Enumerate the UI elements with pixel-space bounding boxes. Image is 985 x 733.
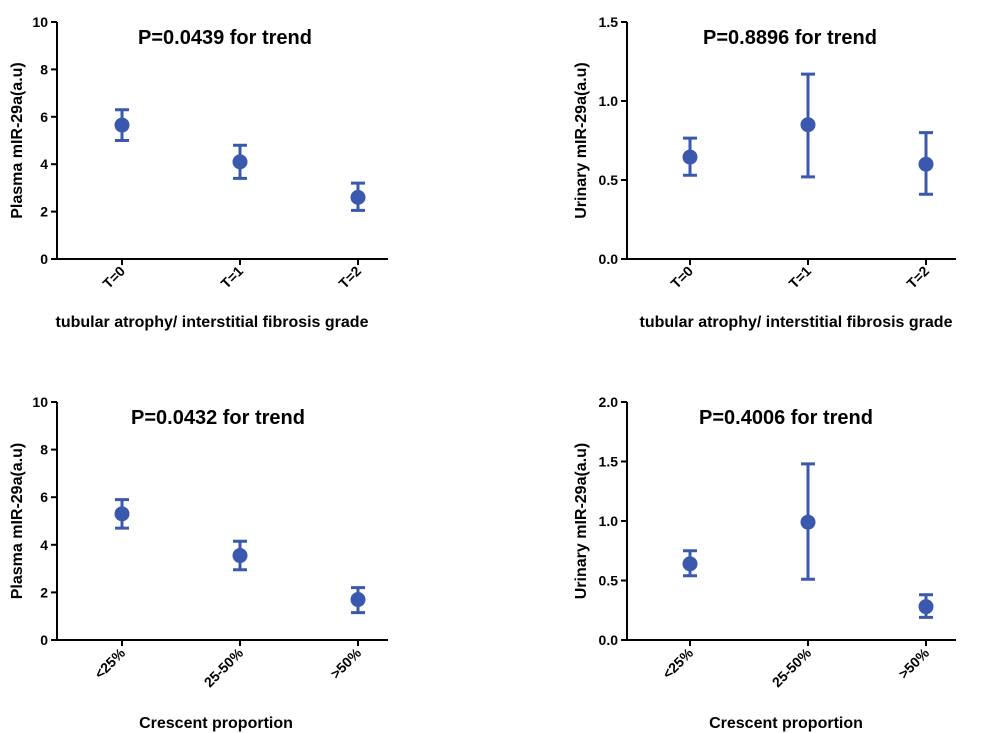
data-point [918,599,934,615]
y-tick-label: 1.0 [599,93,619,109]
chart-panel-2: 0.0 0.5 1.0 1.5 T=0 T=1 T=2 P=0.8896 for trend U… [573,14,956,331]
y-tick-label: 8 [40,442,48,458]
x-axis-label: Crescent proportion [709,715,863,732]
data-point [800,117,816,133]
data-point [682,149,698,165]
y-axis-label: Urinary mIR-29a(a.u) [573,62,590,219]
y-tick-label: 0.0 [599,632,619,648]
chart-panel-3: 0 2 4 6 8 10 <25% 25-50% >50% P=0.0432 for trend P… [9,394,388,732]
x-tick-label: T=1 [785,263,814,292]
panel-title: P=0.0432 for trend [131,407,305,429]
y-tick-label: 4 [40,537,48,553]
data-point [232,548,248,564]
x-tick-label: >50% [327,644,364,681]
y-axis-label: Urinary mIR-29a(a.u) [573,443,590,600]
x-tick-label: T=1 [217,263,246,292]
y-tick-label: 0 [40,632,48,648]
y-tick-label: 10 [32,14,48,30]
panel-title: P=0.4006 for trend [699,407,873,429]
data-point [918,156,934,172]
data-point [114,117,130,133]
x-tick-label: T=2 [335,263,364,292]
y-axis-label: Plasma mIR-29a(a.u) [9,443,26,600]
x-tick-label: <25% [659,644,696,681]
y-tick-label: 2 [40,584,48,600]
y-tick-label: 0 [40,251,48,267]
x-tick-label: T=0 [99,263,128,292]
data-point [682,556,698,572]
x-tick-label: T=0 [667,263,696,292]
y-tick-label: 8 [40,61,48,77]
y-tick-label: 6 [40,489,48,505]
y-tick-label: 0.0 [599,251,619,267]
x-tick-label: T=2 [903,263,932,292]
y-tick-label: 1.5 [599,14,619,30]
data-point [114,506,130,522]
y-tick-label: 10 [32,394,48,410]
y-tick-label: 1.5 [599,454,619,470]
x-tick-label: 25-50% [201,644,247,690]
data-point [800,514,816,530]
y-tick-label: 6 [40,109,48,125]
data-point [350,189,366,205]
y-tick-label: 1.0 [599,513,619,529]
data-point [232,154,248,170]
y-tick-label: 0.5 [599,172,619,188]
x-axis-label: tubular atrophy/ interstitial fibrosis g… [56,314,369,331]
x-tick-label: >50% [895,644,932,681]
y-tick-label: 4 [40,156,48,172]
x-axis-label: Crescent proportion [139,715,293,732]
y-tick-label: 2.0 [599,394,619,410]
data-point [350,592,366,608]
x-tick-label: <25% [91,644,128,681]
y-tick-label: 2 [40,204,48,220]
chart-panel-1: 0 2 4 6 8 10 T=0 T=1 T=2 P=0.0439 for trend Plasma… [9,14,388,331]
panel-title: P=0.0439 for trend [138,27,312,49]
y-axis-label: Plasma mIR-29a(a.u) [9,62,26,219]
x-tick-label: 25-50% [769,644,815,690]
x-axis-label: tubular atrophy/ interstitial fibrosis g… [640,314,953,331]
chart-panel-4: 0.0 0.5 1.0 1.5 2.0 <25% 25-50% >50% P=0.4006 fo… [573,394,956,732]
y-tick-label: 0.5 [599,573,619,589]
panel-title: P=0.8896 for trend [703,27,877,49]
